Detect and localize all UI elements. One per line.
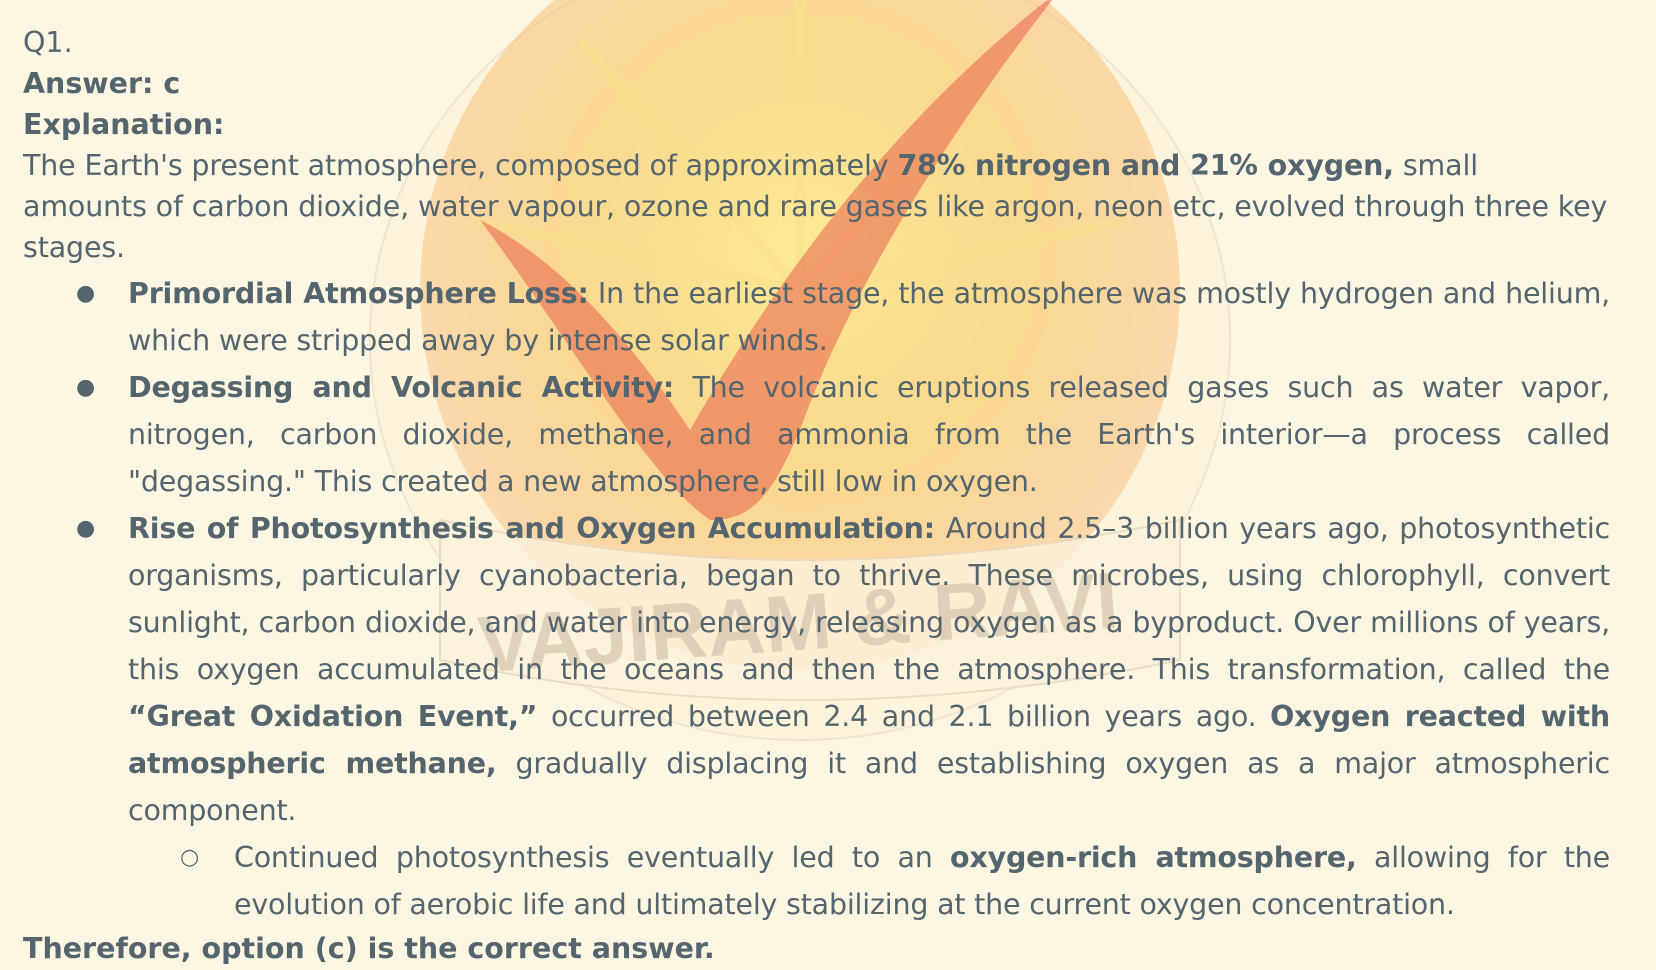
stages-list: ● Primordial Atmosphere Loss: In the earl… <box>23 270 1610 834</box>
bullet-icon: ● <box>76 516 95 541</box>
bullet-icon: ● <box>76 375 95 400</box>
intro-paragraph: The Earth's present atmosphere, composed… <box>23 145 1610 268</box>
intro-text: The Earth's present atmosphere, composed… <box>23 149 898 182</box>
sub-text: Continued photosynthesis eventually led … <box>234 841 950 874</box>
sub-list-item: ○ Continued photosynthesis eventually led… <box>23 834 1610 928</box>
list-item-degassing: ● Degassing and Volcanic Activity: The vo… <box>23 364 1610 505</box>
bullet-icon: ● <box>76 281 95 306</box>
oxygen-methane-note: Oxygen reacted with atmospheric methane, <box>128 700 1610 780</box>
sub-points-list: ○ Continued photosynthesis eventually led… <box>23 834 1610 928</box>
explanation-heading: Explanation: <box>23 108 225 141</box>
answer-label: Answer: c <box>23 67 181 100</box>
stage-title: Degassing and Volcanic Activity: <box>128 371 675 404</box>
stage-title: Primordial Atmosphere Loss: <box>128 277 589 310</box>
great-oxidation-event: “Great Oxidation Event,” <box>128 700 538 733</box>
conclusion: Therefore, option (c) is the correct ans… <box>23 932 715 965</box>
stage-text: occurred between 2.4 and 2.1 billion yea… <box>537 700 1271 733</box>
sub-text-end: allowing for the evolution of aerobic li… <box>234 841 1611 921</box>
list-item-photosynthesis: ● Rise of Photosynthesis and Oxygen Accum… <box>23 505 1610 834</box>
question-number: Q1. <box>23 26 73 59</box>
stage-title: Rise of Photosynthesis and Oxygen Accumu… <box>128 512 935 545</box>
sub-bold: oxygen-rich atmosphere, <box>950 841 1357 874</box>
stage-text: gradually displacing it and establishing… <box>128 747 1610 827</box>
intro-bold: 78% nitrogen and 21% oxygen, <box>897 149 1394 182</box>
list-item-primordial: ● Primordial Atmosphere Loss: In the earl… <box>23 270 1610 364</box>
hollow-bullet-icon: ○ <box>180 845 199 870</box>
